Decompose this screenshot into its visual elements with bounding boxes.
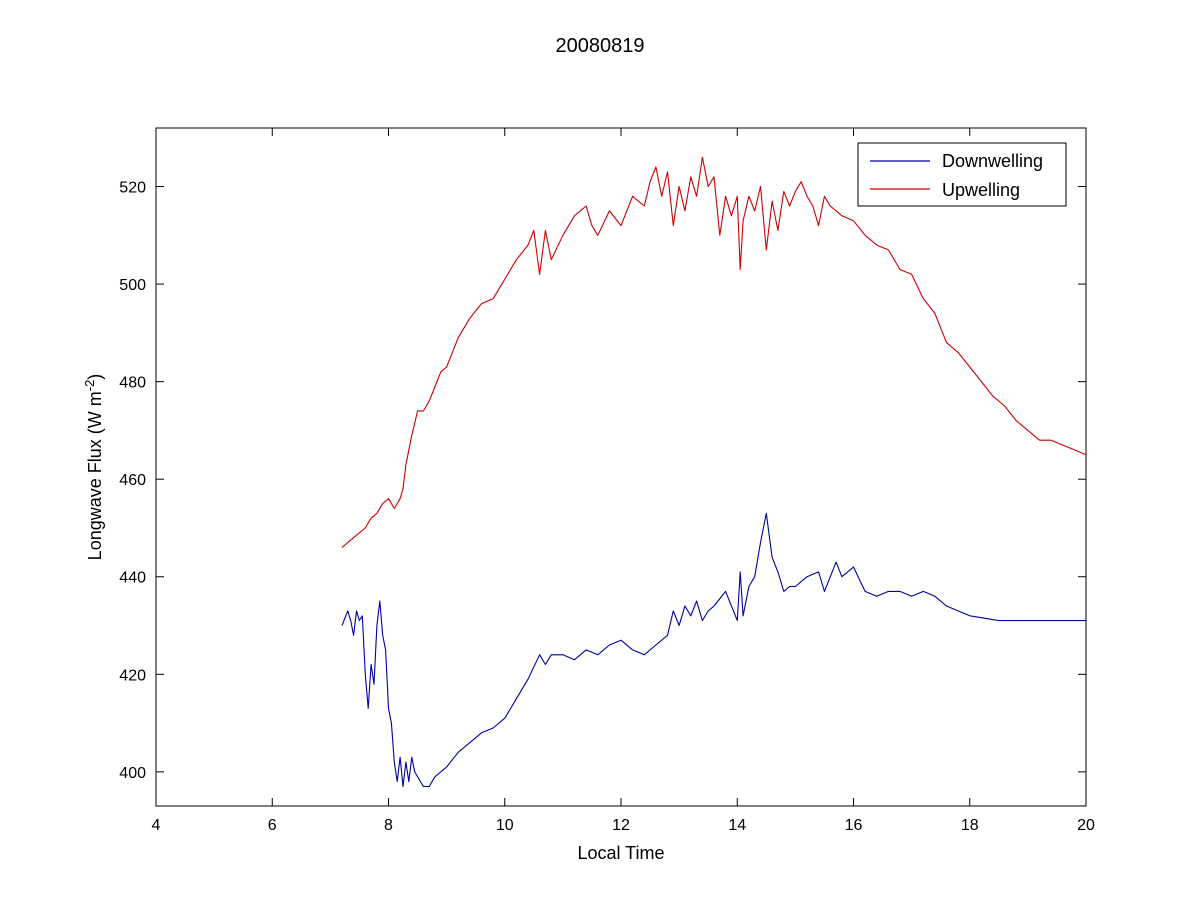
x-tick-label: 18 <box>961 817 979 834</box>
y-tick-label: 460 <box>119 472 146 489</box>
y-tick-label: 440 <box>119 570 146 587</box>
x-tick-label: 16 <box>845 817 863 834</box>
x-axis-label: Local Time <box>577 843 664 863</box>
chart-title: 20080819 <box>556 35 645 57</box>
x-tick-label: 4 <box>152 817 161 834</box>
x-tick-label: 8 <box>384 817 393 834</box>
x-tick-label: 6 <box>268 817 277 834</box>
y-axis-label-suffix: ) <box>85 374 105 380</box>
x-tick-label: 20 <box>1077 817 1095 834</box>
legend-label-upwelling: Upwelling <box>942 180 1020 200</box>
x-tick-label: 12 <box>612 817 630 834</box>
y-axis-ticks: 400 420 440 460 480 500 520 <box>119 180 1086 782</box>
y-axis-label: Longwave Flux (W m-2) <box>82 374 105 561</box>
series-line-downwelling <box>341 512 1086 788</box>
y-tick-label: 400 <box>119 765 146 782</box>
y-axis-label-main: Longwave Flux (W m <box>85 391 105 560</box>
legend-label-downwelling: Downwelling <box>942 151 1043 171</box>
legend-box <box>857 142 1067 207</box>
x-axis-ticks: 4 6 8 10 12 14 16 18 20 <box>152 128 1095 834</box>
y-tick-label: 500 <box>119 277 146 294</box>
plot-area <box>155 127 1087 807</box>
y-tick-label: 480 <box>119 375 146 392</box>
legend: Downwelling Upwelling <box>857 142 1067 207</box>
y-tick-label: 420 <box>119 667 146 684</box>
x-tick-label: 10 <box>496 817 514 834</box>
y-tick-label: 520 <box>119 180 146 197</box>
series-lines <box>341 156 1087 788</box>
x-tick-label: 14 <box>728 817 746 834</box>
series-line-upwelling <box>341 156 1087 548</box>
y-axis-label-superscript: -2 <box>82 380 97 392</box>
